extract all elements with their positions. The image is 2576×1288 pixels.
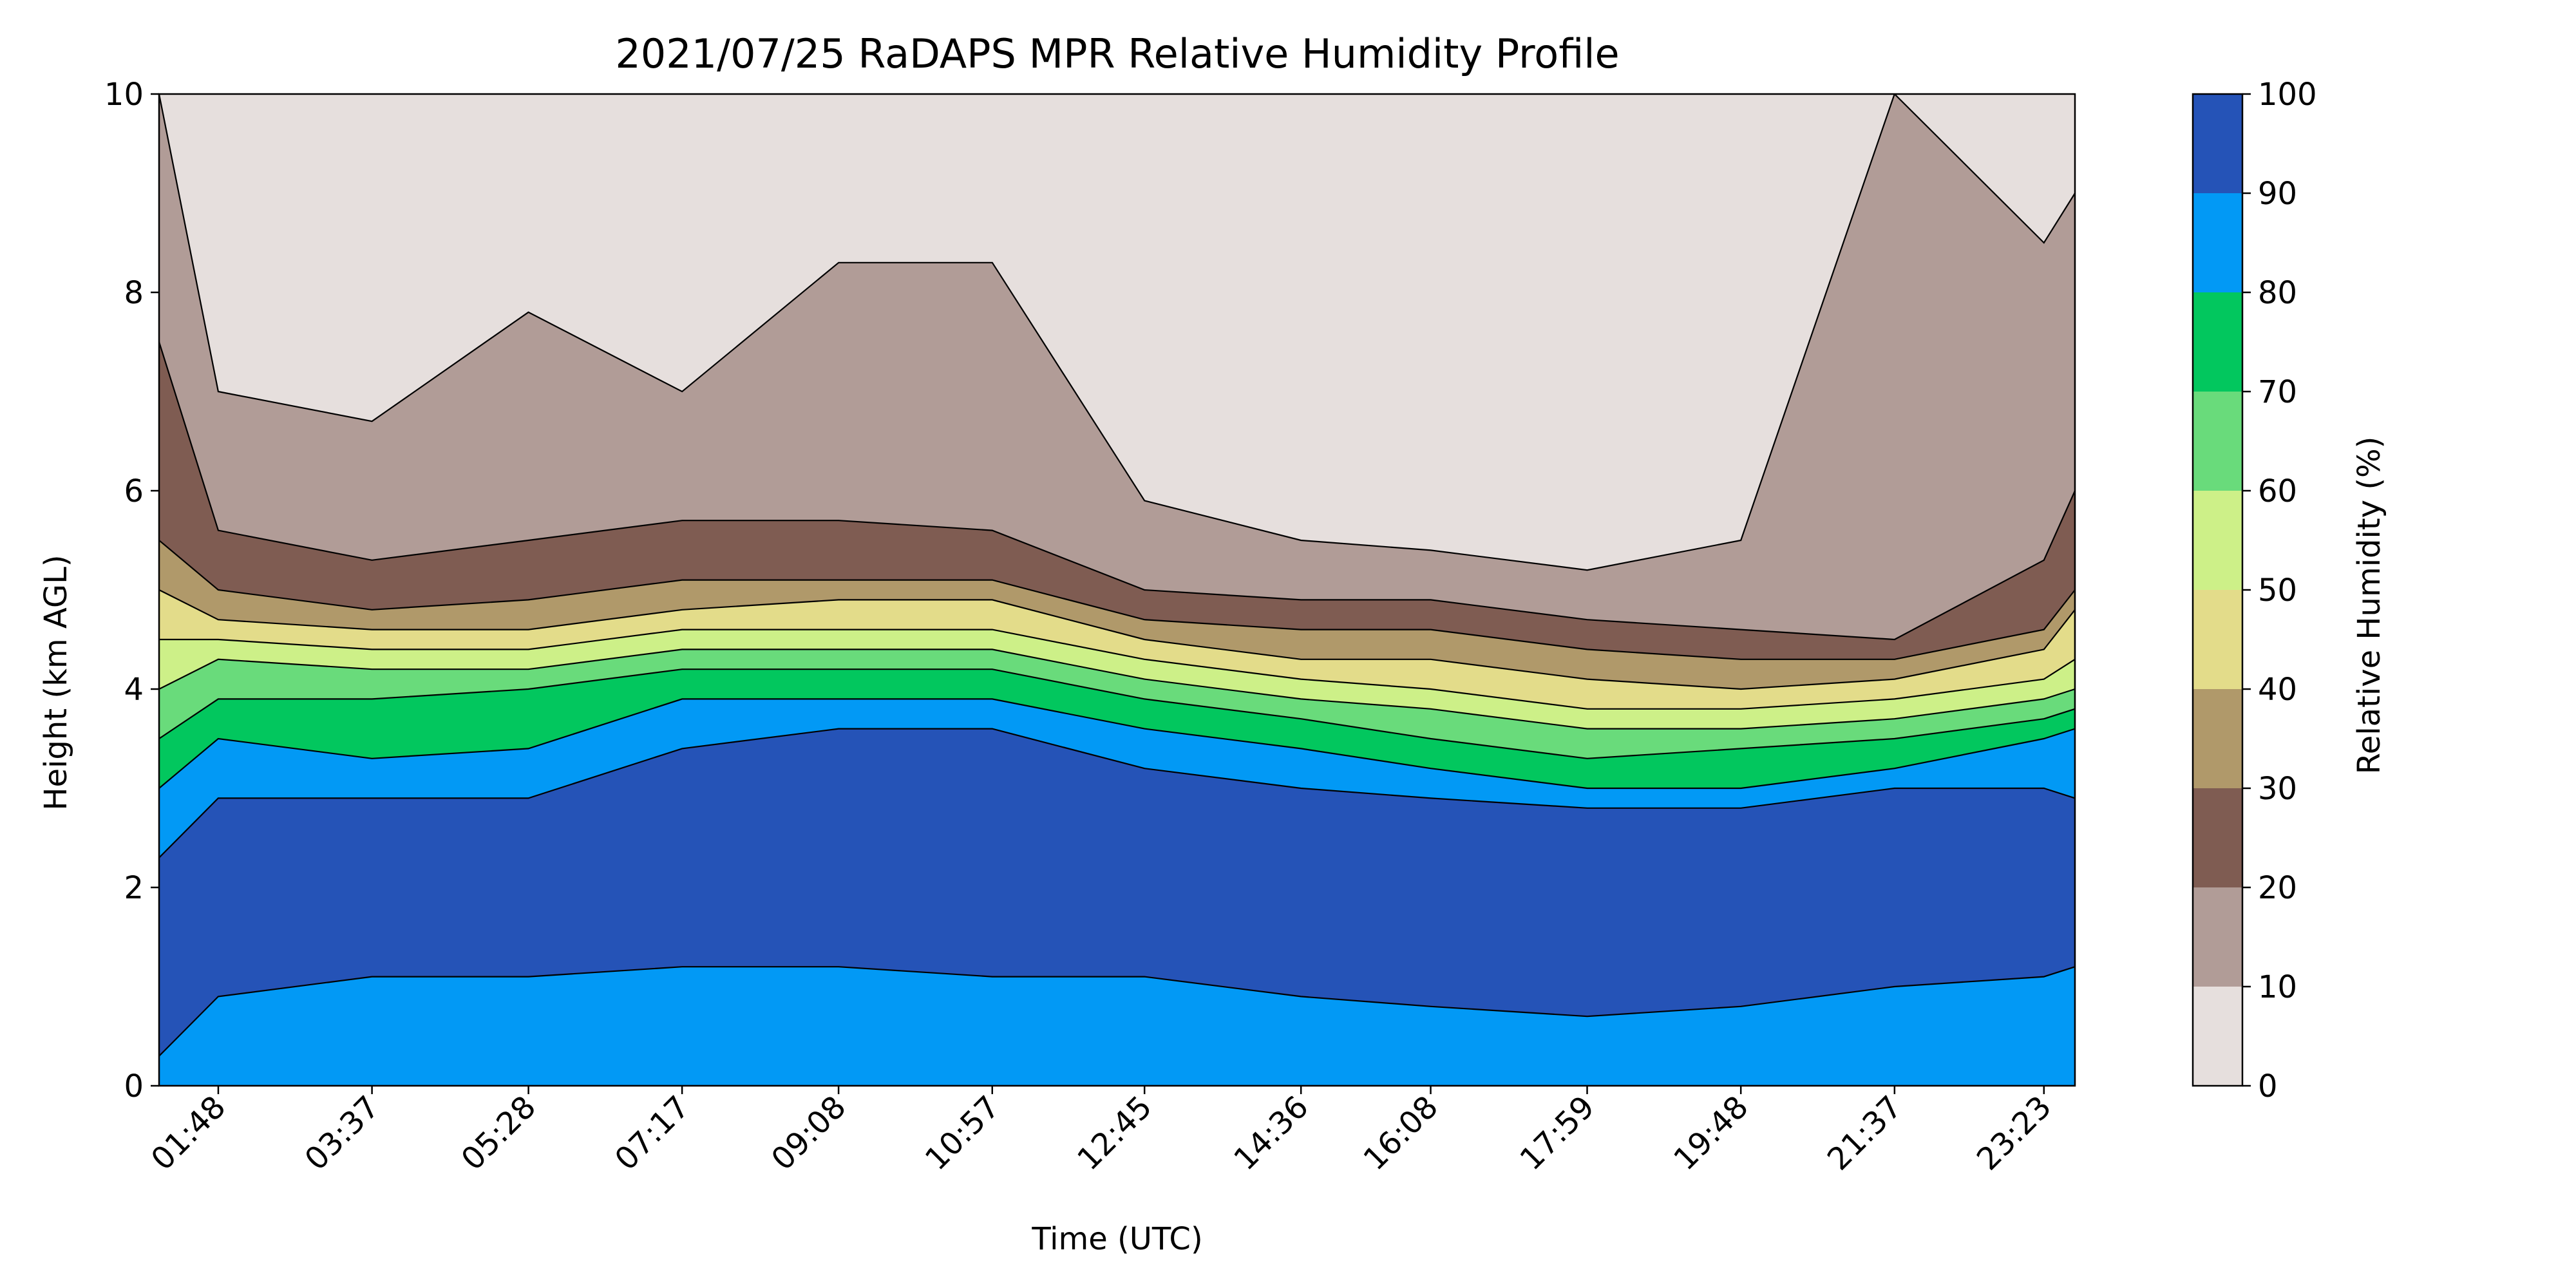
y-tick-label: 2	[124, 870, 144, 906]
y-tick-label: 10	[104, 77, 144, 113]
colorbar-tick-label: 20	[2258, 870, 2297, 906]
x-tick-label: 21:37	[1821, 1089, 1909, 1177]
colorbar-label: Relative Humidity (%)	[2351, 437, 2387, 775]
colorbar-swatch	[2193, 94, 2242, 193]
x-axis-label: Time (UTC)	[1031, 1221, 1202, 1257]
colorbar: 0 10 20 30 40 50 60 70 80 90 100	[2192, 77, 2317, 1104]
x-tick-label: 14:36	[1227, 1089, 1315, 1177]
plot-frame	[158, 93, 2076, 1087]
x-tick-label: 23:23	[1970, 1089, 2058, 1177]
colorbar-tick-label: 30	[2258, 771, 2297, 807]
x-tick-label: 10:57	[918, 1089, 1007, 1177]
colorbar-swatch	[2193, 590, 2242, 689]
chart-title: 2021/07/25 RaDAPS MPR Relative Humidity …	[615, 30, 1619, 77]
x-tick-label: 01:48	[144, 1089, 232, 1177]
x-tick-label: 07:17	[608, 1089, 696, 1177]
colorbar-swatch	[2193, 491, 2242, 590]
colorbar-swatch	[2193, 788, 2242, 887]
x-tick-label: 09:08	[764, 1089, 853, 1177]
x-tick-label: 16:08	[1357, 1089, 1445, 1177]
colorbar-tick-label: 10	[2258, 969, 2297, 1005]
y-tick-label: 6	[124, 473, 144, 509]
x-tick-label: 12:45	[1070, 1089, 1159, 1177]
rh-band-90-100	[159, 728, 2075, 1057]
colorbar-swatch	[2193, 392, 2242, 491]
colorbar-swatch	[2193, 887, 2242, 987]
x-tick-label: 05:28	[455, 1089, 543, 1177]
colorbar-swatch	[2193, 292, 2242, 392]
colorbar-swatch	[2193, 987, 2242, 1086]
x-tick-label: 17:59	[1513, 1089, 1602, 1177]
contour-layers	[159, 94, 2075, 1086]
colorbar-tick-label: 50	[2258, 573, 2297, 609]
plot-area: 0 2 4 6 8 10 01:48 03:37 05:28 07:17 09:08 10:57 12:…	[104, 77, 2076, 1177]
x-tick-label: 19:48	[1667, 1089, 1755, 1177]
colorbar-swatch	[2193, 689, 2242, 788]
colorbar-tick-label: 100	[2258, 77, 2317, 113]
colorbar-tick-label: 90	[2258, 176, 2297, 212]
y-tick-label: 8	[124, 275, 144, 311]
colorbar-swatch	[2193, 193, 2242, 292]
colorbar-tick-label: 60	[2258, 473, 2297, 509]
colorbar-tick-label: 0	[2258, 1068, 2278, 1104]
colorbar-tick-label: 80	[2258, 275, 2297, 311]
y-tick-label: 0	[124, 1068, 144, 1104]
x-tick-label: 03:37	[298, 1089, 386, 1177]
colorbar-tick-label: 70	[2258, 374, 2297, 410]
colorbar-tick-label: 40	[2258, 672, 2297, 708]
y-tick-label: 4	[124, 672, 144, 708]
y-axis-label: Height (km AGL)	[38, 554, 74, 810]
